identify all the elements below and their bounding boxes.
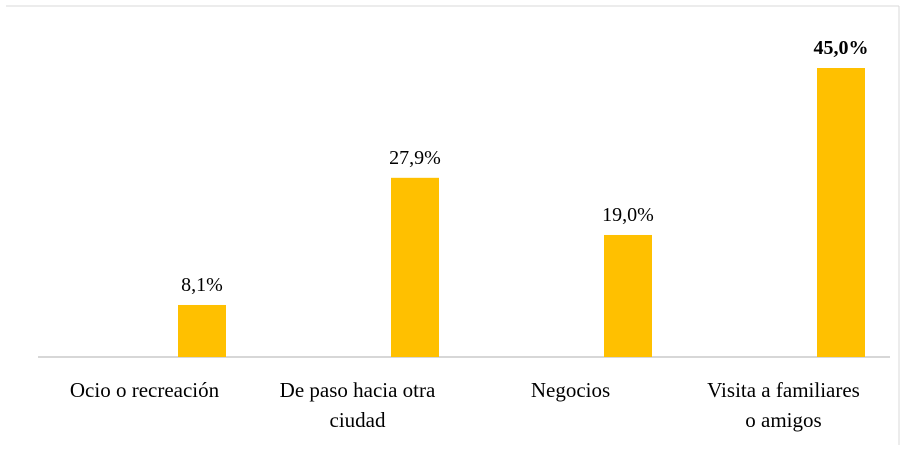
category-label-2-line-1: De paso hacia otra	[280, 378, 436, 402]
category-label-4-line-2: o amigos	[745, 408, 821, 432]
category-label-1-line-1: Ocio o recreación	[70, 378, 220, 402]
bar-2	[391, 177, 439, 357]
category-label-2-line-2: ciudad	[330, 408, 386, 432]
bar-4	[817, 68, 865, 357]
data-label-4: 45,0%	[814, 37, 869, 59]
bar-3	[604, 234, 652, 357]
data-label-1: 8,1%	[181, 274, 223, 296]
data-label-2: 27,9%	[389, 147, 441, 169]
data-label-3: 19,0%	[602, 204, 654, 226]
bar-1	[178, 304, 226, 357]
category-label-4-line-1: Visita a familiares	[707, 378, 860, 402]
category-label-3-line-1: Negocios	[531, 378, 610, 402]
